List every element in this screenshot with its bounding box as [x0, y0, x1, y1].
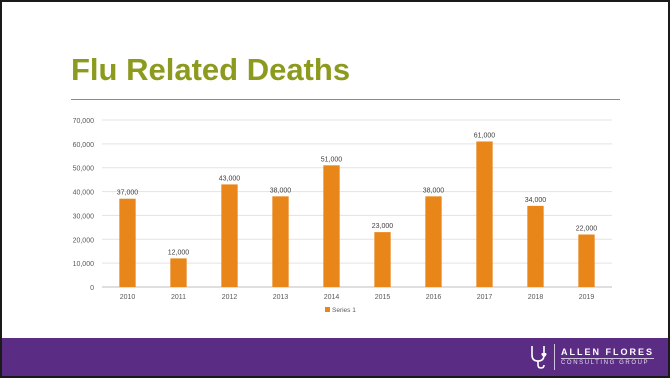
bar-2018 [527, 205, 544, 287]
gridlines [102, 119, 612, 288]
x-axis-ticks: 2010 2011 2012 2013 2014 2015 2016 2017 2018 2019 [120, 294, 595, 301]
y-tick-label: 50,000 [73, 166, 95, 173]
slide-title: Flu Related Deaths [71, 52, 351, 87]
y-axis-ticks: 0 10,000 20,000 30,000 40,000 50,000 60,000 70,… [73, 118, 95, 292]
data-label-2012: 43,000 [219, 175, 241, 182]
bar-2019 [578, 234, 595, 287]
title-divider [71, 99, 620, 100]
x-tick-label-2014: 2014 [324, 294, 340, 301]
bar-2016 [425, 196, 442, 287]
y-tick-label: 30,000 [73, 213, 95, 220]
logo-text: ALLEN FLORES CONSULTING GROUP [554, 344, 654, 370]
x-tick-label-2017: 2017 [477, 294, 493, 301]
y-tick-label: 10,000 [73, 261, 95, 268]
x-tick-label-2012: 2012 [222, 294, 238, 301]
logo-tagline: CONSULTING GROUP [561, 358, 654, 368]
bar-2011 [170, 258, 187, 287]
footer-bar: ALLEN FLORES CONSULTING GROUP [2, 338, 668, 376]
legend-swatch [325, 307, 330, 312]
bar-2017 [476, 141, 493, 287]
y-tick-label: 20,000 [73, 237, 95, 244]
x-tick-label-2016: 2016 [426, 294, 442, 301]
company-logo: ALLEN FLORES CONSULTING GROUP [528, 343, 654, 371]
x-tick-label-2018: 2018 [528, 294, 544, 301]
data-label-2016: 38,000 [423, 187, 445, 194]
bar-chart: 0 10,000 20,000 30,000 40,000 50,000 60,000 70,… [73, 118, 612, 314]
bar-2012 [221, 184, 238, 287]
x-tick-label-2010: 2010 [120, 294, 136, 301]
y-tick-label: 70,000 [73, 118, 95, 125]
data-label-2013: 38,000 [270, 187, 292, 194]
y-tick-label: 60,000 [73, 142, 95, 149]
bars [119, 141, 595, 287]
x-tick-label-2013: 2013 [273, 294, 289, 301]
data-label-2017: 61,000 [474, 132, 496, 139]
y-tick-label: 40,000 [73, 190, 95, 197]
bar-2010 [119, 198, 136, 287]
x-tick-label-2015: 2015 [375, 294, 391, 301]
stethoscope-heart-icon [531, 346, 547, 369]
data-label-2011: 12,000 [168, 249, 190, 256]
logo-name: ALLEN FLORES [561, 347, 654, 357]
data-label-2010: 37,000 [117, 190, 139, 197]
y-tick-label: 0 [90, 285, 94, 292]
bar-2014 [323, 165, 340, 287]
data-label-2015: 23,000 [372, 223, 394, 230]
data-label-2019: 22,000 [576, 226, 598, 233]
legend: Series 1 [325, 307, 356, 314]
bar-2013 [272, 196, 289, 287]
data-labels: 37,000 12,000 43,000 38,000 51,000 23,000 38,0… [117, 132, 598, 256]
legend-label: Series 1 [332, 307, 356, 314]
bar-2015 [374, 232, 391, 287]
data-label-2014: 51,000 [321, 156, 343, 163]
data-label-2018: 34,000 [525, 197, 547, 204]
x-tick-label-2019: 2019 [579, 294, 595, 301]
x-tick-label-2011: 2011 [171, 294, 186, 301]
